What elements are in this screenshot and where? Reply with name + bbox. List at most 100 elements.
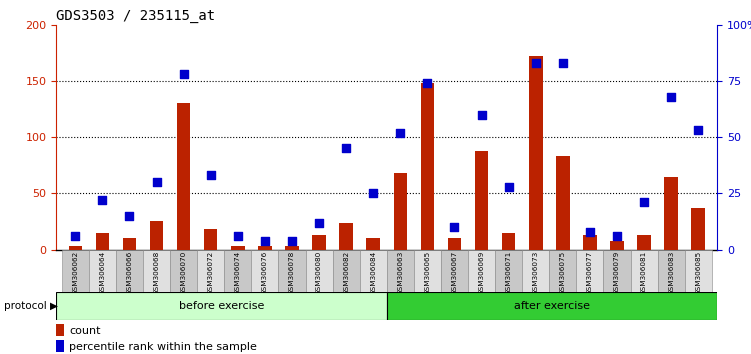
Bar	[62, 250, 89, 292]
Bar	[441, 250, 468, 292]
Bar	[231, 246, 245, 250]
Bar	[89, 250, 116, 292]
Bar	[285, 246, 299, 250]
Bar	[685, 250, 712, 292]
Text: protocol ▶: protocol ▶	[4, 301, 58, 311]
Bar	[56, 324, 65, 336]
Text: GSM306063: GSM306063	[397, 251, 403, 295]
Bar	[604, 250, 631, 292]
Bar	[68, 246, 82, 250]
Text: GSM306074: GSM306074	[235, 251, 241, 295]
Bar	[665, 177, 678, 250]
Point	[448, 224, 460, 230]
Bar	[549, 250, 576, 292]
Text: GSM306064: GSM306064	[99, 251, 105, 295]
Bar	[495, 250, 522, 292]
Bar	[170, 250, 198, 292]
Point	[421, 80, 433, 86]
Point	[367, 190, 379, 196]
Point	[502, 184, 514, 189]
Bar	[56, 340, 65, 353]
Text: GSM306062: GSM306062	[72, 251, 78, 295]
Bar	[360, 250, 387, 292]
Text: GSM306072: GSM306072	[208, 251, 214, 295]
Text: GSM306071: GSM306071	[505, 251, 511, 295]
Bar	[475, 151, 488, 250]
Bar	[638, 235, 651, 250]
Point	[394, 130, 406, 136]
Point	[529, 60, 541, 66]
Bar	[225, 250, 252, 292]
Bar	[258, 246, 272, 250]
Point	[205, 172, 217, 178]
Bar	[529, 56, 542, 250]
Bar	[387, 292, 717, 320]
Text: GSM306075: GSM306075	[559, 251, 566, 295]
Point	[340, 145, 352, 151]
Bar	[149, 222, 163, 250]
Text: count: count	[69, 326, 101, 336]
Text: GSM306066: GSM306066	[126, 251, 132, 295]
Point	[232, 233, 244, 239]
Bar	[421, 83, 434, 250]
Text: GSM306065: GSM306065	[424, 251, 430, 295]
Text: percentile rank within the sample: percentile rank within the sample	[69, 342, 257, 352]
Bar	[448, 238, 461, 250]
Text: GSM306068: GSM306068	[153, 251, 159, 295]
Bar	[306, 250, 333, 292]
Text: GSM306083: GSM306083	[668, 251, 674, 295]
Bar	[502, 233, 515, 250]
Bar	[631, 250, 658, 292]
Point	[475, 112, 487, 118]
Point	[259, 238, 271, 244]
Point	[150, 179, 162, 185]
Bar	[198, 250, 225, 292]
Text: GDS3503 / 235115_at: GDS3503 / 235115_at	[56, 9, 216, 23]
Point	[313, 220, 325, 225]
Bar	[176, 103, 191, 250]
Point	[665, 94, 677, 99]
Bar	[556, 156, 569, 250]
Bar	[522, 250, 549, 292]
Bar	[122, 238, 136, 250]
Text: GSM306069: GSM306069	[478, 251, 484, 295]
Point	[611, 233, 623, 239]
Bar	[576, 250, 604, 292]
Bar	[658, 250, 685, 292]
Text: GSM306085: GSM306085	[695, 251, 701, 295]
Bar	[387, 250, 414, 292]
Point	[123, 213, 135, 219]
Text: GSM306077: GSM306077	[587, 251, 593, 295]
Text: before exercise: before exercise	[179, 301, 264, 311]
Text: GSM306070: GSM306070	[181, 251, 187, 295]
Point	[584, 229, 596, 234]
Bar	[204, 229, 218, 250]
Bar	[468, 250, 495, 292]
Point	[178, 72, 190, 77]
Text: GSM306082: GSM306082	[343, 251, 349, 295]
Bar	[611, 241, 624, 250]
Bar	[394, 173, 407, 250]
Point	[638, 200, 650, 205]
Bar	[333, 250, 360, 292]
Bar	[143, 250, 170, 292]
Bar	[279, 250, 306, 292]
Bar	[116, 250, 143, 292]
Bar	[414, 250, 441, 292]
Point	[692, 127, 704, 133]
Text: GSM306067: GSM306067	[451, 251, 457, 295]
Point	[69, 233, 81, 239]
Point	[556, 60, 569, 66]
Bar	[583, 235, 597, 250]
Text: GSM306079: GSM306079	[614, 251, 620, 295]
Bar	[339, 223, 353, 250]
Bar	[312, 235, 326, 250]
Text: GSM306073: GSM306073	[532, 251, 538, 295]
Point	[96, 197, 108, 203]
Text: GSM306081: GSM306081	[641, 251, 647, 295]
Point	[286, 238, 298, 244]
Text: GSM306076: GSM306076	[262, 251, 268, 295]
Bar	[252, 250, 279, 292]
Text: GSM306084: GSM306084	[370, 251, 376, 295]
Bar	[95, 233, 109, 250]
